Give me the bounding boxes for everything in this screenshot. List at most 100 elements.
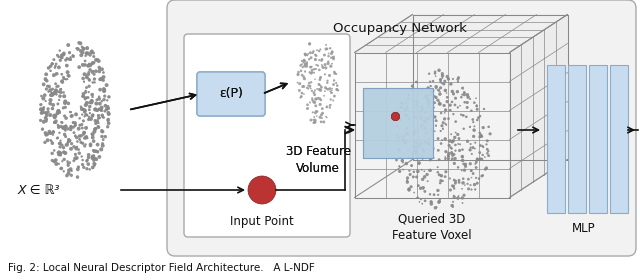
Point [417, 115, 427, 120]
Point [60, 105, 70, 109]
Point [97, 143, 108, 148]
Point [94, 67, 104, 71]
Point [97, 115, 108, 119]
Point [444, 143, 454, 148]
Point [40, 131, 51, 135]
Point [36, 111, 47, 115]
Point [81, 135, 91, 140]
Point [80, 96, 90, 100]
Point [87, 114, 97, 118]
Point [300, 62, 310, 66]
Point [44, 129, 54, 134]
Point [65, 50, 75, 55]
Point [84, 70, 94, 75]
Point [328, 82, 339, 87]
Point [78, 119, 88, 123]
Point [74, 41, 84, 45]
Point [436, 174, 447, 178]
Point [401, 101, 412, 105]
Point [485, 132, 495, 136]
Point [84, 115, 94, 119]
Point [437, 73, 447, 78]
Point [454, 178, 464, 183]
Point [445, 82, 456, 86]
Point [458, 147, 468, 152]
Point [444, 154, 454, 158]
Point [436, 129, 446, 133]
Point [63, 171, 74, 176]
Point [453, 142, 463, 146]
Point [465, 148, 476, 152]
Point [68, 120, 78, 125]
Point [417, 104, 427, 109]
Point [458, 176, 468, 181]
Point [45, 69, 56, 73]
Point [75, 123, 85, 127]
Point [94, 69, 104, 74]
Point [328, 98, 339, 103]
Point [460, 168, 470, 172]
Point [435, 181, 445, 185]
Point [307, 70, 317, 74]
Point [61, 77, 71, 81]
Point [449, 184, 459, 188]
Point [78, 119, 88, 123]
Point [440, 122, 451, 126]
Point [451, 181, 461, 185]
Point [425, 79, 435, 84]
Point [102, 107, 112, 111]
Point [401, 131, 412, 135]
Point [402, 178, 412, 183]
Point [74, 137, 84, 141]
Point [459, 127, 469, 131]
Point [96, 147, 106, 152]
Point [420, 199, 430, 203]
Point [86, 98, 97, 103]
Point [467, 175, 477, 180]
Point [293, 72, 303, 77]
Point [444, 143, 454, 148]
Point [56, 124, 67, 129]
Point [415, 141, 426, 146]
Point [62, 77, 72, 81]
Point [99, 70, 109, 75]
Point [82, 46, 92, 50]
FancyBboxPatch shape [197, 72, 265, 116]
Point [92, 142, 102, 147]
Point [93, 121, 104, 125]
Point [40, 93, 50, 97]
Point [411, 80, 421, 84]
Point [427, 109, 437, 113]
Point [323, 61, 333, 66]
Point [424, 142, 434, 146]
Point [40, 140, 50, 144]
Point [434, 200, 444, 204]
Point [41, 87, 51, 91]
Point [399, 136, 410, 141]
Point [36, 102, 46, 107]
Point [315, 102, 325, 107]
Point [398, 134, 408, 139]
Point [458, 113, 468, 118]
Point [412, 148, 422, 153]
Point [416, 197, 426, 202]
Point [90, 118, 100, 123]
Point [64, 57, 74, 62]
Point [320, 89, 330, 94]
Point [45, 138, 56, 143]
Point [311, 67, 321, 71]
Point [427, 109, 437, 113]
Point [83, 155, 93, 160]
Point [88, 132, 98, 137]
Point [84, 108, 95, 112]
Point [82, 73, 92, 77]
Point [308, 50, 318, 55]
Point [47, 62, 57, 66]
Point [41, 119, 51, 123]
Polygon shape [355, 53, 509, 197]
Point [396, 105, 406, 110]
Point [52, 150, 63, 155]
Point [448, 77, 458, 81]
Point [424, 142, 434, 146]
Point [73, 165, 83, 169]
